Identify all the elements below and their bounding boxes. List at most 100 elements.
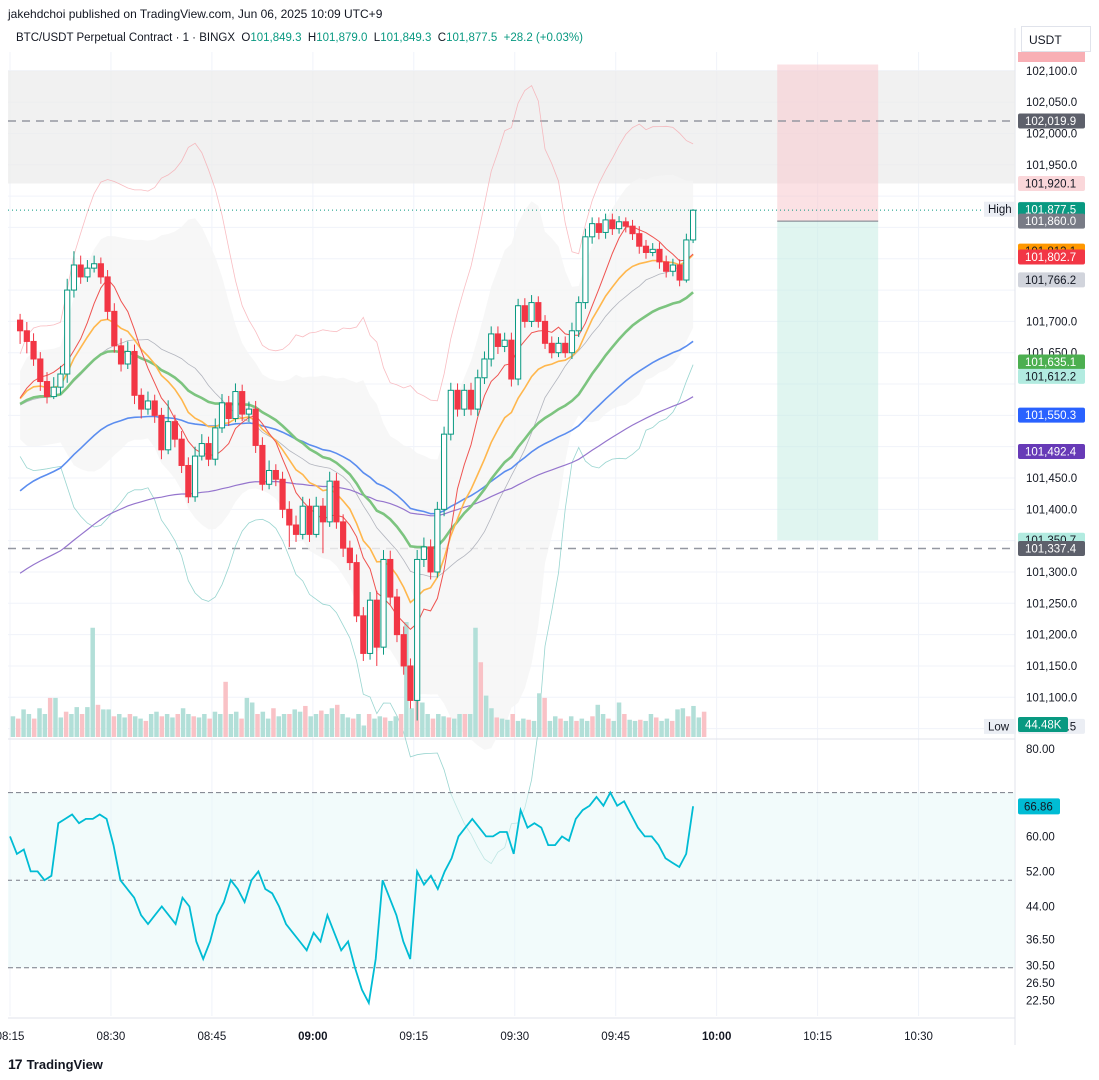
volume-bar xyxy=(664,718,670,737)
candle-body xyxy=(602,219,609,233)
price-label-text: 101,612.2 xyxy=(1025,371,1076,383)
volume-bar xyxy=(350,718,356,737)
candle-body xyxy=(589,223,596,238)
candle-body xyxy=(528,302,535,322)
volume-bar xyxy=(95,704,101,737)
volume-bar xyxy=(606,718,611,737)
volume-bar xyxy=(313,714,319,737)
volume-bar xyxy=(319,710,324,737)
volume-bar xyxy=(510,714,515,737)
volume-bar xyxy=(143,720,149,737)
volume-bar xyxy=(26,714,32,737)
candle-body xyxy=(488,333,495,360)
volume-bar xyxy=(574,720,579,737)
volume-bar xyxy=(701,711,707,737)
volume-bar xyxy=(622,714,627,737)
volume-bar xyxy=(457,714,462,737)
volume-bar xyxy=(228,714,234,737)
volume-bar xyxy=(239,718,244,737)
candle-body xyxy=(447,389,454,435)
candle-body xyxy=(279,478,286,510)
volume-bar xyxy=(691,705,696,737)
rsi-axis-tick: 44.00 xyxy=(1026,901,1055,913)
time-axis-tick: 08:15 xyxy=(0,1031,24,1043)
volume-bar xyxy=(101,709,106,737)
candle-body xyxy=(205,443,212,460)
volume-bar xyxy=(106,709,111,737)
candle-body xyxy=(663,261,670,272)
volume-bar xyxy=(494,717,500,737)
volume-bar xyxy=(117,714,122,737)
candle-body xyxy=(393,596,401,636)
symbol-name[interactable]: BTC/USDT Perpetual Contract · 1 · BINGX xyxy=(16,32,235,44)
ohlc-low-label: L xyxy=(373,32,381,44)
price-label-text: 101,766.2 xyxy=(1025,275,1076,287)
candle-body xyxy=(366,599,374,654)
volume-bar xyxy=(489,708,494,737)
time-axis-tick: 08:45 xyxy=(198,1031,227,1043)
price-axis-tick: 101,150.0 xyxy=(1026,661,1077,673)
candle-body xyxy=(346,547,353,564)
volume-bar xyxy=(132,716,138,737)
price-label-badge xyxy=(1018,368,1085,384)
candle-body xyxy=(138,394,145,410)
candle-body xyxy=(319,505,327,523)
volume-bar xyxy=(478,662,484,737)
candle-body xyxy=(535,302,542,322)
candle-body xyxy=(198,443,205,457)
volume-bar xyxy=(111,716,117,737)
volume-bar xyxy=(79,714,85,737)
volume-bar xyxy=(202,714,207,737)
publisher-credit: jakehdchoi published on TradingView.com,… xyxy=(8,7,383,21)
candle-body xyxy=(481,358,488,379)
candle-body xyxy=(151,400,158,416)
candle-body xyxy=(16,319,24,332)
candle-body xyxy=(30,340,37,360)
candle-body xyxy=(185,464,192,498)
candle-body xyxy=(64,289,71,375)
candle-body xyxy=(494,333,502,347)
candle-body xyxy=(360,615,367,654)
volume-bar xyxy=(404,622,409,737)
ohlc-low: 101,849.3 xyxy=(380,32,432,44)
ma-purple-line xyxy=(19,396,694,574)
volume-bar xyxy=(361,725,367,737)
candle-body xyxy=(548,342,555,354)
volume-bar xyxy=(345,717,351,737)
volume-bar xyxy=(685,716,691,737)
candle-body xyxy=(440,433,448,510)
candle-body xyxy=(266,469,273,485)
ohlc-high: 101,879.0 xyxy=(316,32,368,44)
candle-body xyxy=(649,248,656,253)
volume-bar xyxy=(521,718,526,737)
candle-body xyxy=(70,264,78,291)
price-axis-tick: 101,700.0 xyxy=(1026,316,1077,328)
currency-selector[interactable]: USDT xyxy=(1021,26,1091,52)
candle-body xyxy=(656,248,663,263)
time-axis-tick: 10:30 xyxy=(904,1031,933,1043)
volume-bar xyxy=(53,697,58,737)
candle-body xyxy=(575,302,582,332)
candle-body xyxy=(165,421,172,451)
price-label-text: 101,802.7 xyxy=(1025,252,1076,264)
price-axis-tick: 101,950.0 xyxy=(1026,160,1077,172)
volume-bar xyxy=(558,718,563,737)
rsi-axis-tick: 22.50 xyxy=(1026,996,1055,1008)
volume-bar xyxy=(595,704,601,737)
price-label-badge xyxy=(1018,354,1085,370)
volume-bar xyxy=(265,718,271,737)
volume-bar xyxy=(10,716,16,737)
volume-bar xyxy=(21,709,26,737)
candle-body xyxy=(306,505,313,535)
volume-bar xyxy=(382,717,388,737)
volume-bar xyxy=(451,718,457,737)
candle-body xyxy=(144,400,152,410)
volume-bar xyxy=(281,714,287,737)
volume-bar xyxy=(69,714,74,737)
volume-bar xyxy=(356,714,361,737)
rsi-axis-tick: 36.50 xyxy=(1026,934,1055,946)
candle-body xyxy=(286,508,293,526)
price-label-badge xyxy=(1018,443,1085,459)
candle-body xyxy=(178,438,185,466)
